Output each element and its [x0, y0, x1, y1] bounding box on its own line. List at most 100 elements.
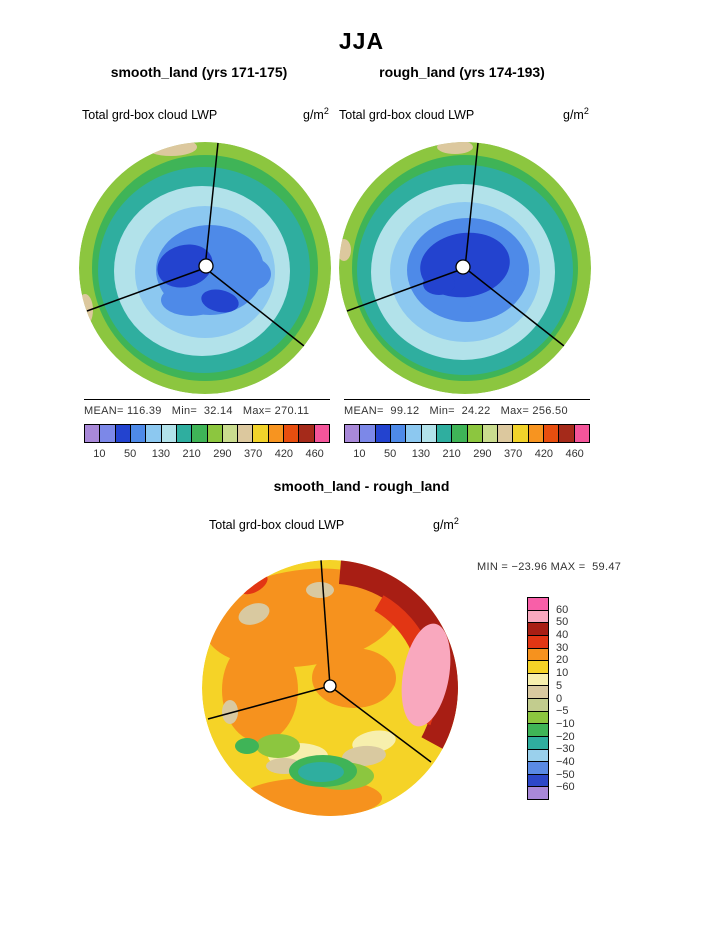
grid-line	[320, 560, 331, 687]
colorbar-segment	[314, 425, 329, 442]
colorbar-segment	[528, 610, 548, 624]
colorbar-tick: 60	[556, 603, 569, 616]
colorbar-segment	[559, 425, 575, 442]
contour-field	[79, 142, 331, 394]
polar-plot-diff	[202, 560, 458, 816]
colorbar-tick: −60	[556, 781, 575, 794]
colorbar-tick: −30	[556, 743, 575, 756]
variable-label-smooth: Total grd-box cloud LWP	[82, 108, 218, 122]
colorbar-segment	[528, 648, 548, 662]
variable-label-diff: Total grd-box cloud LWP	[209, 518, 345, 532]
colorbar-segment	[528, 673, 548, 687]
variable-label-rough: Total grd-box cloud LWP	[339, 108, 475, 122]
colorbar-segment	[360, 425, 376, 442]
unit-exponent: 2	[453, 516, 459, 526]
polar-plot-smooth	[79, 142, 331, 394]
unit-label-rough: g/m2	[563, 106, 589, 122]
contour-field	[339, 142, 591, 394]
unit-exponent: 2	[583, 106, 589, 116]
pole-marker	[455, 259, 471, 275]
colorbar-segment	[421, 425, 437, 442]
colorbar-segment	[284, 425, 300, 442]
polar-plot-rough	[339, 142, 591, 394]
colorbar-segment	[467, 425, 483, 442]
colorbar-tick: 50	[384, 448, 397, 460]
colorbar-segment	[345, 425, 361, 442]
colorbar-segment	[528, 749, 548, 763]
colorbar-segment	[528, 661, 548, 674]
colorbar-diff	[527, 597, 549, 800]
colorbar-tick: 420	[534, 448, 554, 460]
colorbar-segment	[146, 425, 162, 442]
colorbar-segment	[222, 425, 239, 442]
colorbar-segment	[268, 425, 285, 442]
colorbar-tick: 210	[442, 448, 461, 460]
grid-line	[464, 267, 565, 347]
colorbar-tick: 5	[556, 679, 563, 692]
unit-exponent: 2	[323, 106, 329, 116]
stats-line-rough: MEAN= 99.12 Min= 24.22 Max= 256.50	[344, 399, 590, 417]
stats-line-smooth: MEAN= 116.39 Min= 32.14 Max= 270.11	[84, 399, 330, 417]
colorbar-segment	[390, 425, 407, 442]
colorbar-tick: −5	[556, 705, 569, 718]
colorbar-segment	[130, 425, 147, 442]
colorbar-segment	[299, 425, 315, 442]
colorbar-segment	[253, 425, 269, 442]
diff-header: smooth_land - rough_land	[273, 478, 450, 494]
colorbar-segment	[528, 635, 548, 649]
colorbar-tick: 40	[556, 629, 569, 642]
colorbar-tick: −50	[556, 768, 575, 781]
colorbar-segment	[238, 425, 254, 442]
colorbar-segment	[207, 425, 223, 442]
colorbar-segment	[574, 425, 589, 442]
panel-header-smooth: smooth_land (yrs 171-175)	[110, 64, 288, 80]
colorbar-ticks-rough: 10 50 130 210 290 370 420 460	[344, 448, 590, 462]
colorbar-segment	[528, 425, 545, 442]
colorbar-segment	[85, 425, 101, 442]
colorbar-tick: −20	[556, 730, 575, 743]
grid-line	[204, 267, 305, 347]
colorbar-segment	[528, 711, 548, 725]
colorbar-segment	[528, 736, 548, 750]
unit-base: g/m	[563, 108, 584, 123]
colorbar-ticks-smooth: 10 50 130 210 290 370 420 460	[84, 448, 330, 462]
pole-marker	[323, 679, 337, 693]
grid-line	[207, 685, 331, 720]
colorbar-segment	[176, 425, 193, 442]
colorbar-tick: 10	[353, 448, 366, 460]
panel-header-rough: rough_land (yrs 174-193)	[379, 64, 545, 80]
colorbar-tick: 0	[556, 692, 563, 705]
colorbar-tick: 420	[274, 448, 294, 460]
colorbar-segment	[161, 425, 177, 442]
unit-label-diff: g/m2	[433, 516, 459, 532]
colorbar-segment	[528, 787, 548, 799]
colorbar-rough	[344, 424, 590, 443]
contour-field	[202, 560, 458, 816]
unit-label-smooth: g/m2	[303, 106, 329, 122]
colorbar-tick: 290	[473, 448, 492, 460]
colorbar-tick: 20	[556, 654, 569, 667]
colorbar-segment	[528, 762, 548, 775]
unit-base: g/m	[433, 518, 454, 533]
colorbar-ticks-diff: 60 50 40 30 20 10 5 0 −5 −10 −20 −30 −40 −50 −60	[556, 597, 600, 800]
grid-line	[204, 142, 219, 269]
colorbar-segment	[436, 425, 453, 442]
colorbar-segment	[528, 699, 548, 712]
colorbar-segment	[528, 686, 548, 699]
colorbar-segment	[406, 425, 422, 442]
colorbar-tick: 210	[182, 448, 201, 460]
colorbar-tick: −40	[556, 755, 575, 768]
colorbar-segment	[498, 425, 514, 442]
colorbar-tick: 30	[556, 641, 569, 654]
minmax-label-diff: MIN = −23.96 MAX = 59.47	[477, 561, 622, 573]
colorbar-tick: 50	[124, 448, 137, 460]
colorbar-tick: 50	[556, 616, 569, 629]
colorbar-segment	[528, 623, 548, 636]
grid-line	[464, 142, 479, 269]
colorbar-segment	[115, 425, 131, 442]
colorbar-segment	[452, 425, 468, 442]
pole-marker	[198, 258, 214, 274]
grid-line	[86, 267, 206, 312]
colorbar-smooth	[84, 424, 330, 443]
